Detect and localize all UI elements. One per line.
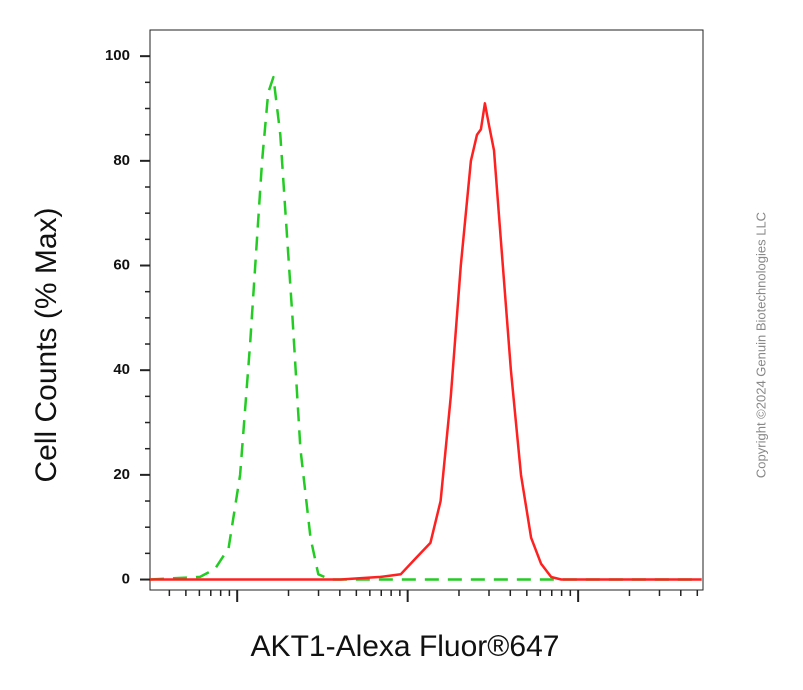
y-tick-label: 60 — [113, 256, 130, 273]
y-tick-label: 40 — [113, 361, 130, 378]
y-tick-label: 0 — [122, 571, 130, 588]
series-line — [150, 102, 702, 581]
y-tick-label: 100 — [105, 47, 130, 64]
copyright: Copyright ©2024 Genuin Biotechnologies L… — [753, 212, 768, 478]
series-line — [149, 75, 702, 581]
plot-frame — [149, 29, 704, 591]
y-tick-label: 20 — [113, 466, 130, 483]
y-axis-label: Cell Counts (% Max) — [30, 207, 63, 482]
x-axis-label: AKT1-Alexa Fluor®647 — [251, 630, 560, 663]
y-tick-label: 80 — [113, 152, 130, 169]
